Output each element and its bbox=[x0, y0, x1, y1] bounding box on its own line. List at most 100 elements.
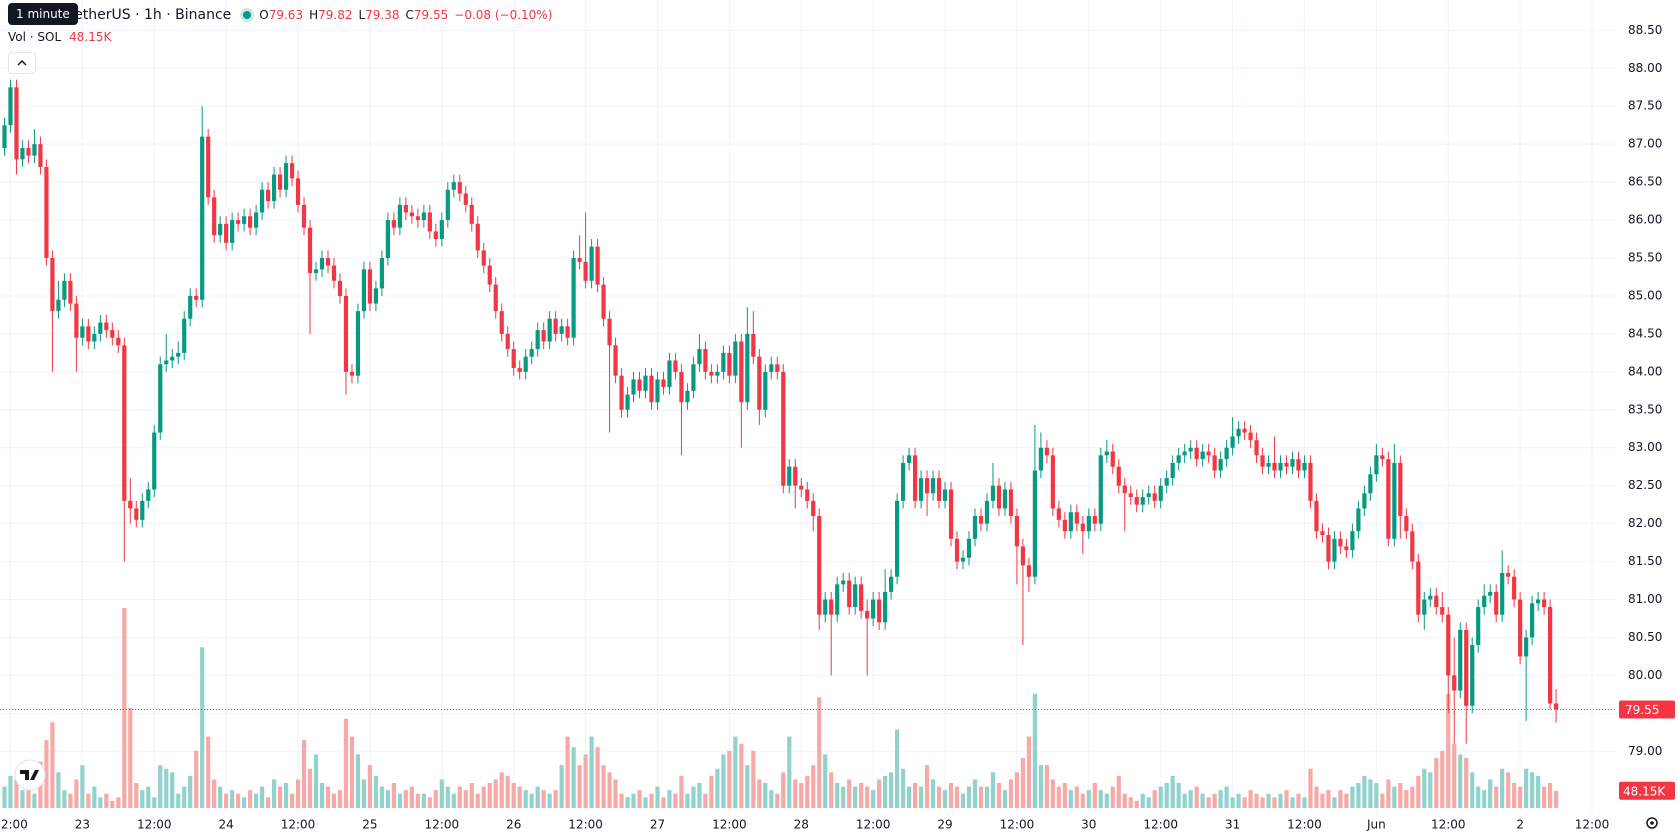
volume-bar bbox=[1464, 758, 1469, 808]
candle-body bbox=[1182, 451, 1187, 456]
candle-body bbox=[613, 345, 618, 376]
volume-bar bbox=[703, 793, 708, 808]
settings-icon-center[interactable] bbox=[1650, 821, 1654, 825]
volume-bar bbox=[415, 793, 420, 808]
chevron[interactable] bbox=[9, 53, 35, 73]
settings-icon[interactable] bbox=[1646, 817, 1658, 829]
candle-body bbox=[283, 163, 289, 190]
volume-bar bbox=[8, 775, 13, 808]
candle-body bbox=[924, 478, 930, 494]
candle-body bbox=[829, 599, 834, 615]
candle-body bbox=[1284, 462, 1289, 467]
symbol-title[interactable]: TetherUS · 1h · Binance bbox=[68, 7, 232, 23]
candle-body bbox=[409, 212, 414, 217]
volume-bar bbox=[613, 779, 618, 808]
candle-body bbox=[1242, 428, 1247, 433]
candle-body bbox=[493, 284, 498, 312]
y-tick-label: 80.50 bbox=[1628, 630, 1662, 644]
candle-body bbox=[889, 576, 894, 592]
y-tick-label: 84.00 bbox=[1628, 364, 1662, 378]
volume-bar bbox=[313, 754, 319, 808]
candle-body bbox=[1446, 614, 1451, 676]
collapse-button[interactable] bbox=[8, 52, 36, 74]
candle-body bbox=[80, 326, 85, 338]
volume-bar bbox=[206, 736, 211, 808]
candle-body bbox=[1248, 432, 1253, 441]
y-tick-label: 86.00 bbox=[1628, 213, 1662, 227]
volume-bar bbox=[146, 786, 151, 808]
candle-body bbox=[709, 371, 714, 376]
volume-bar bbox=[805, 775, 810, 808]
candle-body bbox=[1122, 485, 1127, 494]
volume-bar bbox=[1416, 775, 1421, 808]
candle-body bbox=[349, 371, 355, 376]
candle-body bbox=[601, 284, 606, 319]
candle-body bbox=[206, 136, 211, 198]
volume-bar bbox=[1056, 786, 1061, 808]
candle-body bbox=[1296, 459, 1301, 471]
volume-bar bbox=[984, 786, 990, 808]
volume-bar bbox=[1080, 793, 1085, 808]
candle-body bbox=[703, 349, 708, 372]
volume-bar bbox=[1200, 793, 1205, 808]
candle-body bbox=[421, 212, 426, 221]
volume-bar bbox=[978, 786, 984, 808]
x-tick-label: 12:00 bbox=[1431, 818, 1466, 832]
candle-body bbox=[877, 599, 882, 623]
candle-body bbox=[1362, 493, 1367, 509]
candle-body bbox=[1230, 436, 1235, 448]
volume-bar bbox=[200, 647, 205, 808]
volume-bar bbox=[1194, 786, 1199, 808]
candle-body bbox=[1212, 455, 1217, 471]
candle-body bbox=[1488, 591, 1493, 596]
volume-bar bbox=[1476, 786, 1481, 808]
volume-bar bbox=[1506, 772, 1511, 808]
volume-bar bbox=[433, 790, 438, 808]
candle-body bbox=[763, 371, 768, 410]
y-tick-label: 80.00 bbox=[1628, 668, 1662, 682]
volume-bar bbox=[1542, 786, 1547, 808]
candle-body bbox=[1254, 440, 1259, 456]
volume-bar bbox=[1518, 786, 1523, 808]
x-tick-label: 12:00 bbox=[425, 818, 460, 832]
volume-bar bbox=[1368, 779, 1373, 808]
candle-body bbox=[487, 265, 492, 285]
candle-body bbox=[960, 557, 966, 562]
volume-bar bbox=[307, 768, 313, 808]
grid bbox=[0, 0, 1616, 812]
volume-bar bbox=[1362, 775, 1367, 808]
volume-bar bbox=[1548, 783, 1553, 808]
candle-body bbox=[643, 375, 648, 391]
candle-body bbox=[1542, 599, 1547, 608]
candle-body bbox=[361, 269, 367, 312]
volume-bar bbox=[1212, 793, 1217, 808]
volume-bar bbox=[1026, 736, 1032, 808]
candle-body bbox=[883, 591, 888, 623]
candle-body bbox=[146, 489, 151, 501]
volume-bar bbox=[391, 783, 396, 808]
volume-bar bbox=[1002, 790, 1008, 808]
volume-bar bbox=[577, 765, 582, 808]
y-tick-label: 83.00 bbox=[1628, 440, 1662, 454]
chevron-path[interactable] bbox=[17, 59, 27, 66]
candle-body bbox=[1494, 591, 1499, 615]
volume-bar bbox=[1284, 790, 1289, 808]
candle-body bbox=[1218, 459, 1223, 471]
volume-bar bbox=[62, 790, 67, 808]
candle-body bbox=[1152, 493, 1157, 501]
volume-bar bbox=[1296, 793, 1301, 808]
x-tick-label: 25 bbox=[362, 818, 377, 832]
candle-body bbox=[104, 322, 109, 331]
y-tick-label: 87.50 bbox=[1628, 99, 1662, 113]
candle-body bbox=[224, 223, 229, 243]
candle-body bbox=[254, 212, 259, 228]
candle-body bbox=[811, 500, 816, 517]
volume-bar bbox=[769, 790, 774, 808]
candle-body bbox=[277, 174, 283, 190]
volume-bar bbox=[1236, 793, 1241, 808]
candle-body bbox=[1056, 508, 1061, 520]
settings-button[interactable] bbox=[1646, 817, 1658, 829]
volume-bar bbox=[751, 750, 756, 808]
volume-bar bbox=[1092, 783, 1097, 808]
